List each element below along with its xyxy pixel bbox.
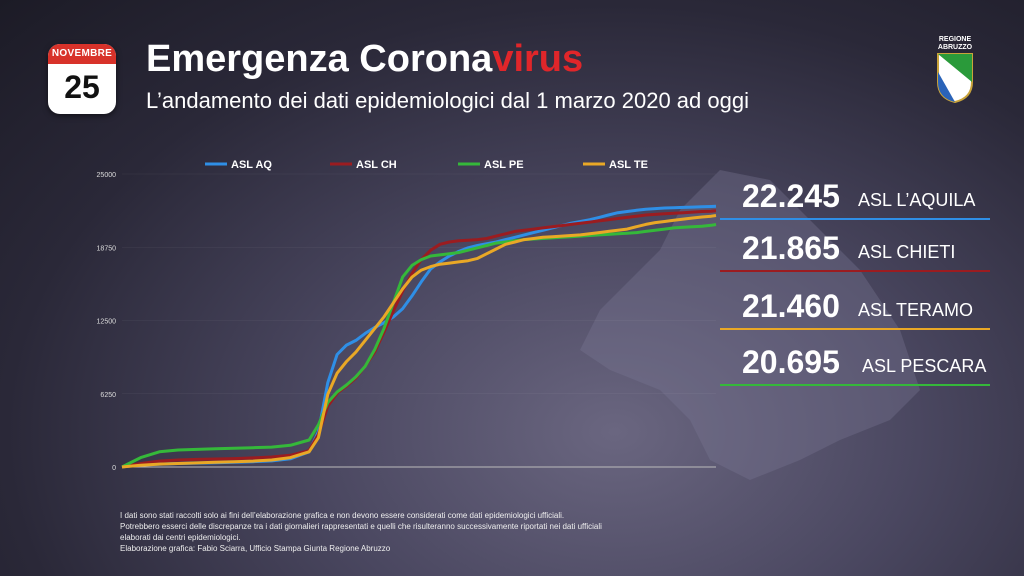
stat-asl-aq: 22.245 ASL L’AQUILA (720, 178, 990, 220)
title-main: Emergenza Corona (146, 38, 493, 80)
stat-label: ASL TERAMO (858, 300, 974, 320)
series-line-asl-te (121, 214, 717, 469)
stat-asl-ch: 21.865 ASL CHIETI (720, 230, 990, 272)
footnote-line: Elaborazione grafica: Fabio Sciarra, Uff… (120, 544, 391, 553)
footnote-line: I dati sono stati raccolti solo ai fini … (120, 511, 565, 520)
y-tick-label: 6250 (100, 392, 116, 399)
y-tick-label: 18750 (97, 245, 117, 252)
footnote: I dati sono stati raccolti solo ai fini … (120, 510, 740, 554)
region-map-silhouette (580, 170, 920, 480)
stat-label: ASL L’AQUILA (858, 190, 976, 210)
series-line-asl-ch (121, 209, 717, 469)
calendar-day: 25 (64, 69, 100, 105)
calendar-month: NOVEMBRE (48, 44, 116, 64)
legend-label: ASL PE (484, 159, 524, 171)
stat-underline (720, 384, 990, 386)
logo-line-1: REGIONE (938, 36, 972, 43)
stat-value: 21.460 (742, 288, 840, 324)
page-title: Emergenza Coronavirus (146, 38, 583, 81)
legend-label: ASL CH (356, 159, 397, 171)
stat-value: 20.695 (742, 344, 840, 380)
title-accent: virus (492, 38, 584, 80)
stat-label: ASL PESCARA (862, 356, 987, 376)
stat-asl-pe: 20.695 ASL PESCARA (720, 344, 990, 386)
calendar-icon: NOVEMBRE 25 (48, 44, 116, 114)
logo-line-2: ABRUZZO (937, 44, 973, 51)
y-tick-label: 12500 (97, 319, 117, 326)
legend-label: ASL AQ (231, 159, 272, 171)
stat-underline (720, 328, 990, 330)
stat-underline (720, 218, 990, 220)
footnote-line: elaborati dai centri epidemiologici. (120, 533, 241, 542)
legend-label: ASL TE (609, 159, 648, 171)
footnote-line: Potrebbero esserci delle discrepanze tra… (120, 522, 602, 531)
y-tick-label: 0 (112, 465, 116, 472)
shield-icon (937, 53, 973, 104)
series-line-asl-pe (121, 223, 717, 469)
stat-label: ASL CHIETI (858, 242, 956, 262)
page-subtitle: L’andamento dei dati epidemiologici dal … (146, 88, 749, 113)
region-logo: REGIONE ABRUZZO (930, 36, 980, 106)
y-tick-label: 25000 (97, 172, 117, 179)
stat-value: 21.865 (742, 230, 840, 266)
series-line-asl-aq (121, 204, 717, 469)
stat-asl-te: 21.460 ASL TERAMO (720, 288, 990, 330)
stat-underline (720, 270, 990, 272)
stat-value: 22.245 (742, 178, 840, 214)
